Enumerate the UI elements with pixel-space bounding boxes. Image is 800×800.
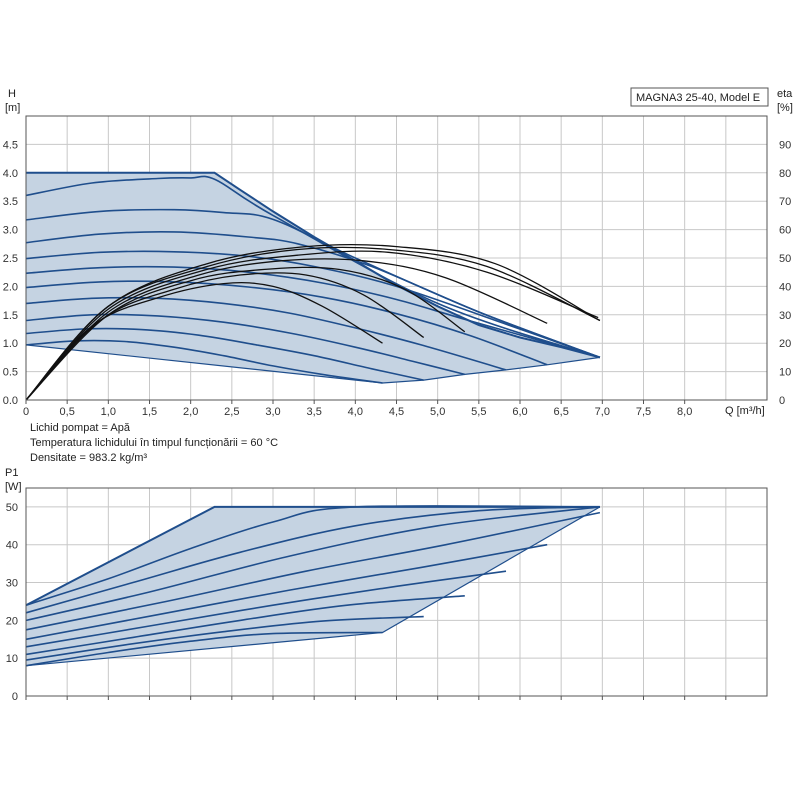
y2-axis-label: eta — [777, 88, 793, 100]
x-tick-label: 1,0 — [101, 406, 116, 418]
y2-axis-unit: [%] — [777, 102, 793, 114]
efficiency-curve — [25, 272, 425, 401]
y-tick-label: 2.5 — [3, 253, 18, 265]
power-curve — [25, 504, 600, 606]
efficiency-curve — [25, 250, 599, 401]
y2-tick-label: 80 — [779, 168, 791, 180]
y2-tick-label: 10 — [779, 367, 791, 379]
x-tick-label: 7,5 — [636, 406, 651, 418]
x-tick-label: 0 — [23, 406, 29, 418]
min-boundary — [25, 344, 600, 384]
y-axis-label: P1 — [5, 467, 18, 479]
x-tick-label: 4,5 — [389, 406, 404, 418]
x-tick-label: 2,5 — [224, 406, 239, 418]
head-efficiency-chart: 0 0,5 1,0 1,5 2,0 2,5 3,0 3,5 4,0 4,5 5,0 5,5 6,0 6,5… — [3, 87, 793, 418]
power-curve — [25, 506, 600, 614]
power-chart: 0 10 20 30 40 50 P1 [W] — [5, 467, 768, 703]
x-tick-label: 6,0 — [512, 406, 527, 418]
y2-tick-label: 40 — [779, 281, 791, 293]
y-tick-label: 4.0 — [3, 168, 18, 180]
y-tick-label: 1.0 — [3, 338, 18, 350]
x-tick-label: 6,5 — [554, 406, 569, 418]
y2-tick-label: 70 — [779, 196, 791, 208]
model-label-box — [630, 87, 769, 107]
x-tick-label: 5,5 — [471, 406, 486, 418]
y-axis-unit: [m] — [5, 102, 20, 114]
efficiency-curve — [25, 258, 548, 401]
x-tick-label: 2,0 — [183, 406, 198, 418]
y2-tick-label: 0 — [779, 395, 785, 407]
y2-tick-label: 50 — [779, 253, 791, 265]
y-tick-label: 0.5 — [3, 367, 18, 379]
y-tick-label: 0 — [12, 691, 18, 703]
head-curve — [25, 296, 507, 371]
y-axis-label: H — [8, 88, 16, 100]
y2-tick-label: 60 — [779, 225, 791, 237]
power-curve — [25, 511, 601, 631]
model-label: MAGNA3 25-40, Model E — [636, 92, 760, 104]
y2-tick-label: 20 — [779, 338, 791, 350]
power-curve — [25, 506, 600, 622]
power-curve — [25, 543, 548, 641]
max-curve — [26, 171, 601, 359]
y-tick-label: 0.0 — [3, 395, 18, 407]
y2-tick-label: 90 — [779, 139, 791, 151]
y-axis-unit: [W] — [5, 481, 22, 493]
head-curve — [25, 175, 601, 359]
note-density: Densitate = 983.2 kg/m³ — [30, 452, 148, 464]
x-axis-label: Q [m³/h] — [725, 405, 765, 417]
efficiency-curve — [25, 266, 466, 401]
x-tick-label: 3,5 — [307, 406, 322, 418]
head-curve — [25, 208, 601, 359]
y-tick-label: 30 — [6, 578, 18, 590]
y-tick-label: 20 — [6, 615, 18, 627]
head-curve — [25, 313, 465, 376]
x-tick-label: 4,0 — [348, 406, 363, 418]
y-tick-label: 2.0 — [3, 281, 18, 293]
min-boundary — [25, 506, 601, 667]
x-tick-label: 3,0 — [265, 406, 280, 418]
x-tick-label: 8,0 — [677, 406, 692, 418]
x-tick-label: 5,0 — [430, 406, 445, 418]
y-tick-label: 3.5 — [3, 196, 18, 208]
note-fluid: Lichid pompat = Apă — [30, 422, 130, 434]
y-tick-label: 40 — [6, 540, 18, 552]
x-tick-label: 7,0 — [595, 406, 610, 418]
power-curve — [25, 631, 383, 667]
y-tick-label: 50 — [6, 502, 18, 514]
y-tick-label: 1.5 — [3, 310, 18, 322]
max-power-curve — [25, 505, 600, 607]
y-tick-label: 4.5 — [3, 139, 18, 151]
y2-tick-label: 30 — [779, 310, 791, 322]
power-curve — [25, 595, 465, 656]
efficiency-curve — [25, 243, 601, 401]
power-curve — [25, 615, 424, 661]
note-temperature: Temperatura lichidului în timpul funcțio… — [30, 437, 279, 449]
x-tick-label: 0,5 — [60, 406, 75, 418]
power-curve — [25, 570, 507, 648]
y-tick-label: 10 — [6, 653, 18, 665]
head-curve — [25, 250, 601, 359]
y-tick-label: 3.0 — [3, 225, 18, 237]
x-tick-label: 1,5 — [142, 406, 157, 418]
